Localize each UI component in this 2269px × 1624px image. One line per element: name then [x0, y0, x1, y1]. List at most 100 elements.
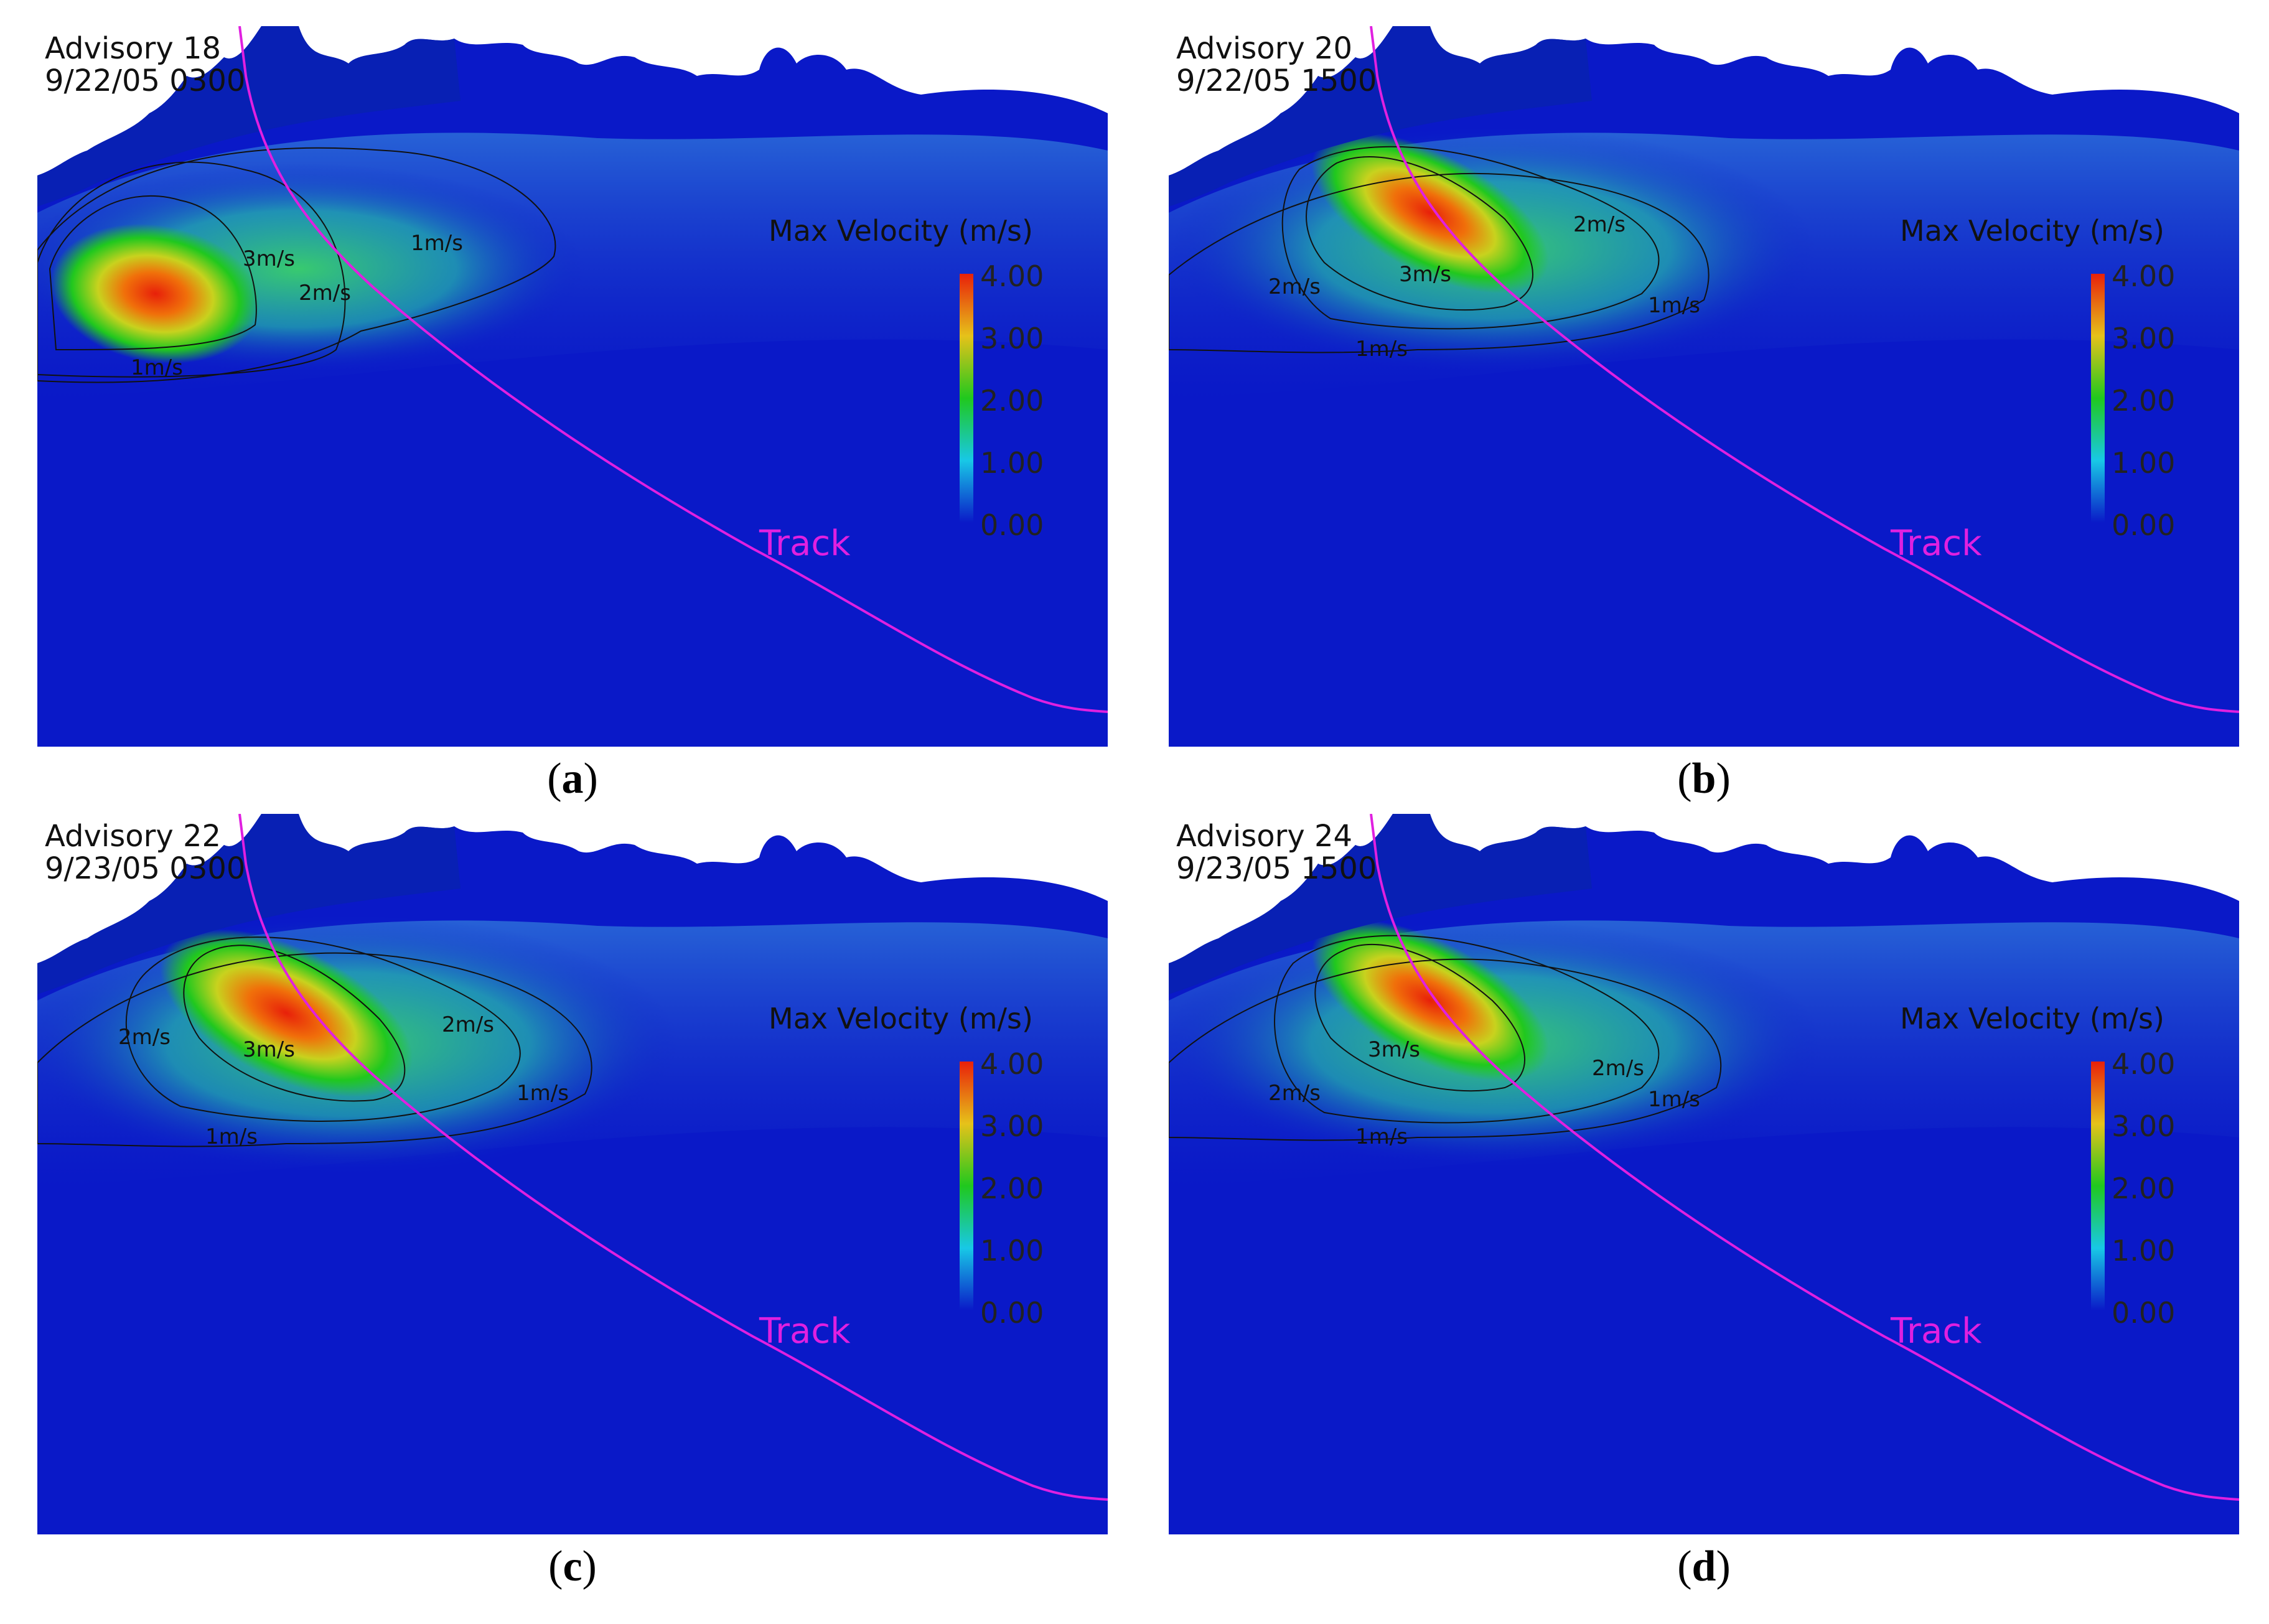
contour-3ms: [1314, 943, 1525, 1092]
colorbar: [2091, 1062, 2105, 1310]
colorbar-title: Max Velocity (m/s): [1900, 1002, 2164, 1035]
coastal-wetlands: [1169, 26, 1592, 207]
contour-3ms: [49, 195, 257, 351]
map-panel-b: 2m/s 3m/s 2m/s 1m/s 1m/s Track Advisory 20 9/22…: [1169, 26, 2239, 747]
panel-caption-letter: d: [1691, 1542, 1716, 1590]
contour-1ms: [37, 147, 556, 383]
colorbar-tick: 0.00: [980, 508, 1044, 542]
colorbar-tick: 3.00: [980, 322, 1044, 355]
panel-caption-letter: b: [1691, 755, 1716, 803]
colorbar-tick: 4.00: [2112, 1047, 2175, 1081]
velocity-hotspot: [50, 223, 261, 364]
velocity-hotspot: [1311, 920, 1549, 1081]
contour-label: 2m/s: [1268, 274, 1321, 299]
hurricane-track: [238, 26, 1108, 713]
map-panel-d: 3m/s 2m/s 2m/s 1m/s 1m/s Track Advisory 24 9/23…: [1169, 814, 2239, 1534]
colorbar-tick: 3.00: [980, 1109, 1044, 1143]
contour-2ms: [1274, 935, 1660, 1124]
panel-caption-letter: a: [561, 755, 584, 803]
colorbar-tick: 3.00: [2112, 1109, 2175, 1143]
contour-label: 2m/s: [442, 1012, 494, 1037]
map-panel-c: 2m/s 3m/s 2m/s 1m/s 1m/s Track Advisory 22 9/23…: [37, 814, 1108, 1534]
track-label: Track: [759, 523, 851, 564]
colorbar-title: Max Velocity (m/s): [1900, 214, 2164, 248]
velocity-map-b: 2m/s 3m/s 2m/s 1m/s 1m/s Track Advisory 209/22…: [1169, 26, 2239, 747]
contour-label: 3m/s: [243, 1037, 295, 1062]
hurricane-track: [1370, 26, 2239, 713]
contour-3ms: [183, 945, 406, 1102]
colorbar-tick: 2.00: [2112, 384, 2175, 418]
colorbar-tick: 2.00: [980, 1172, 1044, 1205]
colorbar-tick: 0.00: [2112, 508, 2175, 542]
contour-1ms: [37, 952, 592, 1147]
panel-caption-b: (b): [1677, 755, 1731, 803]
contour-label: 3m/s: [243, 246, 295, 271]
contour-3ms: [1306, 156, 1533, 311]
advisory-datetime: 9/22/05 0300: [45, 63, 245, 98]
coastal-wetlands: [37, 26, 461, 207]
contour-label: 1m/s: [205, 1124, 258, 1149]
contour-label: 3m/s: [1368, 1037, 1420, 1062]
contour-label: 2m/s: [1592, 1056, 1644, 1081]
track-label: Track: [1890, 1311, 1982, 1351]
colorbar-tick: 4.00: [980, 1047, 1044, 1081]
contour-label: 1m/s: [1355, 1124, 1408, 1149]
velocity-hotspot: [1311, 132, 1549, 294]
advisory-datetime: 9/23/05 0300: [45, 851, 245, 886]
advisory-datetime: 9/23/05 1500: [1176, 851, 1377, 886]
contour-label: 2m/s: [118, 1025, 171, 1050]
velocity-hotspot: [159, 929, 413, 1097]
contour-label: 2m/s: [299, 281, 351, 306]
panel-caption-d: (d): [1677, 1542, 1731, 1590]
advisory-label: Advisory 18: [45, 31, 221, 66]
colorbar-tick: 2.00: [980, 384, 1044, 418]
colorbar-tick: 3.00: [2112, 322, 2175, 355]
land: [1169, 814, 2239, 963]
land: [37, 26, 1108, 175]
colorbar: [960, 274, 973, 523]
colorbar-tick: 0.00: [2112, 1296, 2175, 1330]
colorbar-tick: 4.00: [980, 259, 1044, 293]
land: [1169, 26, 2239, 175]
map-panel-a: 3m/s 2m/s 1m/s 1m/s Track Advisory 18 9/22/05 …: [37, 26, 1108, 747]
colorbar-tick: 2.00: [2112, 1172, 2175, 1205]
colorbar-title: Max Velocity (m/s): [769, 214, 1033, 248]
colorbar-tick: 0.00: [980, 1296, 1044, 1330]
colorbar: [960, 1062, 973, 1310]
advisory-label: Advisory 20: [1176, 31, 1352, 66]
contour-label: 2m/s: [1573, 212, 1626, 237]
contour-label: 1m/s: [1648, 1087, 1700, 1112]
contour-1ms: [1169, 958, 1722, 1141]
panel-caption-c: (c): [548, 1542, 597, 1590]
contour-1ms: [1169, 172, 1710, 353]
coastal-wetlands: [1169, 814, 1592, 994]
contour-label: 1m/s: [131, 355, 183, 380]
velocity-map-a: 3m/s2m/s 1m/s 1m/s Track Advisory 189/22/05 …: [37, 26, 1108, 747]
panel-caption-letter: c: [563, 1542, 582, 1590]
contour-label: 1m/s: [411, 231, 463, 256]
contour-2ms: [125, 936, 521, 1122]
contour-label: 1m/s: [517, 1081, 569, 1106]
advisory-datetime: 9/22/05 1500: [1176, 63, 1377, 98]
contour-label: 2m/s: [1268, 1081, 1321, 1106]
colorbar-tick: 1.00: [980, 446, 1044, 480]
land: [37, 814, 1108, 963]
hurricane-track: [1370, 814, 2239, 1501]
colorbar-tick: 1.00: [2112, 1234, 2175, 1267]
contour-label: 1m/s: [1355, 337, 1408, 362]
track-label: Track: [1890, 523, 1982, 564]
advisory-label: Advisory 24: [1176, 819, 1352, 854]
contour-label: 1m/s: [1648, 293, 1700, 318]
contour-label: 3m/s: [1399, 262, 1451, 287]
track-label: Track: [759, 1311, 851, 1351]
colorbar: [2091, 274, 2105, 523]
hurricane-track: [238, 814, 1108, 1501]
colorbar-tick: 1.00: [2112, 446, 2175, 480]
colorbar-title: Max Velocity (m/s): [769, 1002, 1033, 1035]
colorbar-tick: 1.00: [980, 1234, 1044, 1267]
colorbar-tick: 4.00: [2112, 259, 2175, 293]
contour-2ms: [1281, 146, 1660, 330]
coastal-wetlands: [37, 814, 461, 994]
velocity-map-c: 2m/s 3m/s 2m/s 1m/s 1m/s Track Advisory 229/23…: [37, 814, 1108, 1534]
